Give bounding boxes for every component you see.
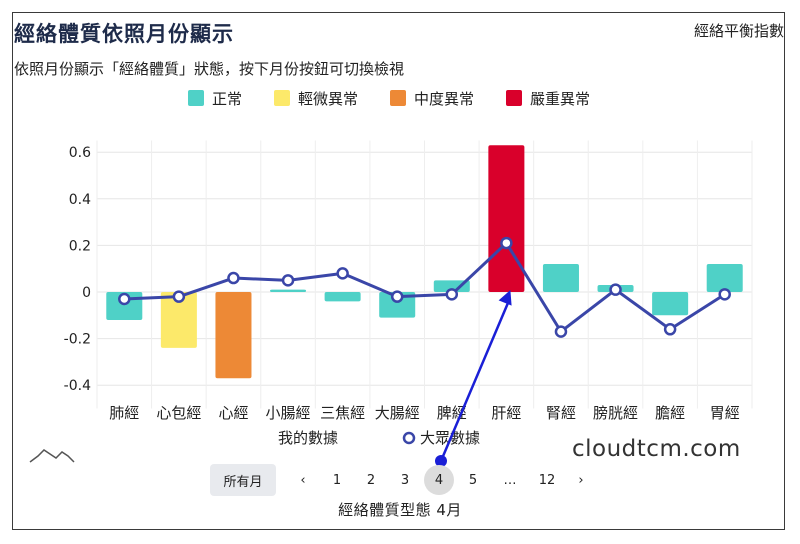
x-tick-label-8: 腎經 [546,404,576,422]
page-button-2[interactable]: 2 [366,472,376,488]
y-tick-label-5: -0.4 [64,378,91,394]
annotation-arrow-origin [435,455,447,467]
x-tick-label-3: 小腸經 [266,404,311,422]
page-button-4[interactable]: 4 [424,465,454,495]
bar-1 [160,292,197,348]
annotation-arrow-head [498,290,512,306]
series-legend-marker [402,431,416,445]
grid-layer [96,140,753,409]
page-subtitle: 依照月份顯示「經絡體質」狀態，按下月份按鈕可切換檢視 [14,60,405,78]
page-button-1[interactable]: 1 [332,472,342,488]
y-tick-label-1: 0.4 [69,192,91,208]
annotation-arrow-shaft [439,301,510,462]
y-tick-label-2: 0.2 [69,238,91,254]
watermark-text: cloudtcm.com [572,436,741,462]
x-tick-label-9: 膀胱經 [593,404,638,422]
x-tick-label-10: 膽經 [655,404,685,422]
line-layer [118,236,731,338]
legend-item-moderate[interactable]: 中度異常 [390,88,474,109]
legend-swatch-moderate [390,90,407,106]
y-tick-label-0: 0.6 [69,145,91,161]
bar-8 [542,264,579,292]
x-tick-label-4: 三焦經 [320,404,365,422]
bar-7 [488,145,525,292]
page-button-12[interactable]: 12 [538,472,556,488]
x-tick-label-7: 肝經 [491,404,521,422]
bar-10 [652,292,689,316]
bar-2 [215,292,252,379]
legend-item-normal[interactable]: 正常 [188,88,242,109]
x-tick-label-0: 肺經 [109,404,139,422]
population-point-4 [336,267,349,280]
population-point-6 [445,288,459,301]
prev-page-button[interactable]: ‹ [300,472,306,488]
legend-label-severe: 嚴重異常 [530,89,591,108]
legend-label-normal: 正常 [212,89,243,108]
arrow-layer [435,290,512,467]
x-tick-label-1: 心包經 [156,404,201,422]
population-point-5 [390,290,404,303]
population-line [124,241,726,334]
x-tick-label-5: 大腸經 [375,404,420,422]
population-point-8 [554,325,568,338]
legend-item-mild[interactable]: 輕微異常 [274,88,358,109]
balance-index-link[interactable]: 經絡平衡指數 [693,22,784,40]
chart-legend: 正常 輕微異常 中度異常 嚴重異常 [188,88,590,108]
page-ellipsis: … [503,472,517,488]
legend-swatch-severe [506,90,523,106]
population-point-1 [172,290,186,303]
legend-label-moderate: 中度異常 [414,89,475,108]
y-tick-label-3: 0 [82,285,91,301]
page-button-5[interactable]: 5 [468,472,478,488]
line-chart-icon[interactable] [28,444,76,466]
population-point-9 [609,283,622,296]
bar-3 [270,289,307,292]
bar-5 [379,292,416,318]
page-title: 經絡體質依照月份顯示 [14,22,234,46]
page-button-3[interactable]: 3 [400,472,410,488]
population-point-7 [500,236,513,250]
population-point-0 [118,292,131,306]
all-months-button[interactable]: 所有月 [210,464,276,496]
population-point-2 [227,271,240,285]
x-tick-label-2: 心經 [218,404,248,422]
x-tick-label-11: 胃經 [710,404,740,422]
population-point-10 [663,323,677,336]
pager-caption: 經絡體質型態 4月 [338,501,462,519]
y-tick-label-4: -0.2 [64,332,91,348]
population-point-3 [281,274,295,287]
legend-swatch-normal [188,90,204,106]
bar-6 [433,280,470,292]
legend-item-severe[interactable]: 嚴重異常 [506,88,590,109]
next-page-button[interactable]: › [578,472,584,488]
legend-label-mild: 輕微異常 [298,89,359,108]
legend-swatch-mild [274,90,291,106]
bar-4 [324,292,361,302]
series-legend-mine: 我的數據 [278,429,338,447]
bar-11 [706,264,743,292]
label-layer: 0.60.40.20-0.2-0.4肺經 心包經 心經 小腸經 三焦經 大腸經 脾經 肝經 腎經… [64,145,740,422]
month-pager: 所有月 ‹ 1 2 3 4 5 … 12 › [210,464,598,496]
population-point-11 [718,288,731,301]
